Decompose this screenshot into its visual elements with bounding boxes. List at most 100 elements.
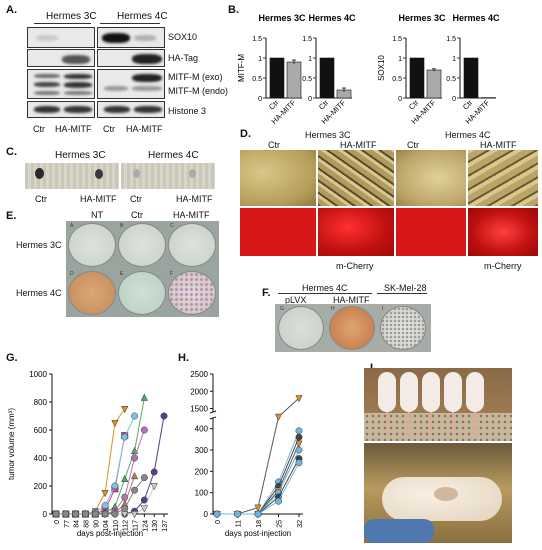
axis-break-mark xyxy=(209,416,217,420)
y-tick-label: 1500 xyxy=(190,405,208,414)
data-point xyxy=(121,504,129,512)
well-letter: F xyxy=(170,271,174,277)
panel-label-h: H. xyxy=(178,352,189,364)
chart-title: Hermes 3C xyxy=(258,13,306,23)
data-point xyxy=(295,440,303,448)
blot-strip-ha-right xyxy=(97,49,165,67)
data-point xyxy=(101,502,109,510)
lane-label: HA-MITF xyxy=(340,140,377,150)
well-plate-f: G H I xyxy=(275,304,431,352)
bar xyxy=(319,57,335,99)
data-point xyxy=(72,510,80,518)
well-letter: C xyxy=(170,223,174,229)
x-tick-label: 117 xyxy=(133,520,140,531)
micrograph-3c-ctr xyxy=(240,150,316,206)
blot-strip-mitf-left xyxy=(27,69,95,99)
panel-label-d: D. xyxy=(240,128,251,140)
data-point xyxy=(295,446,303,454)
x-axis-label: days post-injection xyxy=(225,529,291,538)
y-tick-label: 2500 xyxy=(190,370,208,379)
y-tick-label: 400 xyxy=(195,425,209,434)
col-label: NT xyxy=(91,210,103,220)
data-point xyxy=(131,486,138,494)
row-label-ha-tag: HA-Tag xyxy=(168,53,199,63)
fluor-4c-ha xyxy=(468,208,538,256)
fluor-4c-ctr xyxy=(396,208,466,256)
data-point xyxy=(295,395,303,403)
data-point xyxy=(91,510,99,518)
x-tick-label: 0 xyxy=(54,520,61,524)
bar xyxy=(463,57,479,99)
y-tick-label: 0 xyxy=(452,96,456,103)
data-point xyxy=(140,505,148,513)
micrograph-3c-ha xyxy=(318,150,394,206)
data-point xyxy=(234,510,241,518)
y-tick-label: 1.5 xyxy=(392,36,402,43)
chart-title: Hermes 4C xyxy=(452,13,500,23)
well xyxy=(118,223,166,267)
row-label-histone3: Histone 3 xyxy=(168,106,207,116)
mice-photo xyxy=(364,368,512,441)
bar xyxy=(409,57,425,99)
micrograph-4c-ha xyxy=(468,150,538,206)
x-axis-label: days post-injection xyxy=(77,529,143,538)
row-label: Hermes 3C xyxy=(16,240,62,250)
y-tick-label: 1 xyxy=(398,56,402,63)
well-plate: A B C D E F xyxy=(66,221,219,317)
x-tick-label: 88 xyxy=(83,520,90,528)
x-tick-label: 112 xyxy=(123,520,130,531)
data-point xyxy=(121,474,129,482)
data-point xyxy=(131,454,138,462)
fluor-3c-ha xyxy=(318,208,394,256)
lane-label: Ctr xyxy=(33,124,45,134)
data-point xyxy=(140,426,148,434)
data-point xyxy=(121,433,129,441)
data-point xyxy=(254,504,262,512)
blot-strip-h3-right xyxy=(97,101,165,118)
x-tick-label: 110 xyxy=(113,520,120,531)
bar xyxy=(426,69,442,99)
series-line xyxy=(217,443,300,515)
lane-label: HA-MITF xyxy=(80,194,117,204)
y-tick-label: 1 xyxy=(452,56,456,63)
group-title: Hermes 4C xyxy=(302,283,348,293)
chart-title: Hermes 3C xyxy=(398,13,446,23)
data-point xyxy=(131,412,138,420)
y-tick-label: 2000 xyxy=(190,387,208,396)
y-tick-label: 1.5 xyxy=(446,36,456,43)
group-title: Hermes 4C xyxy=(445,130,491,140)
blot-strip-sox10-left xyxy=(27,27,95,48)
x-tick-label: 90 xyxy=(93,520,100,528)
data-point xyxy=(101,510,109,518)
panel-label-e: E. xyxy=(6,210,17,222)
lane-label: Ctr xyxy=(103,124,115,134)
panel-label-b: B. xyxy=(228,4,239,16)
group-title: Hermes 3C xyxy=(305,130,351,140)
well-letter: D xyxy=(70,271,74,277)
bar xyxy=(286,61,302,99)
y-tick-label: 1.5 xyxy=(302,36,312,43)
fluor-label: m-Cherry xyxy=(336,261,374,271)
blot-strip-mitf-right xyxy=(97,69,165,99)
y-tick-label: 0 xyxy=(204,510,209,519)
group-underline xyxy=(377,293,427,294)
y-axis-label: SOX10 xyxy=(377,55,386,81)
y-tick-label: 0.5 xyxy=(252,76,262,83)
data-point xyxy=(295,459,303,467)
x-tick-label: 84 xyxy=(74,520,81,528)
lane-label: HA-MITF xyxy=(176,194,213,204)
mouse-closeup-photo xyxy=(364,443,512,543)
data-point xyxy=(130,511,139,519)
well-letter: B xyxy=(120,223,124,229)
x-tick-label: 137 xyxy=(162,520,169,532)
x-tick-label: 18 xyxy=(256,520,263,528)
row-label-mitf-exo: MITF-M (exo) xyxy=(168,72,223,82)
panel-b-charts: Hermes 3C00.511.5MITF-MCtrHA-MITFHermes … xyxy=(237,13,500,126)
blot-group-title: Hermes 3C xyxy=(46,11,97,22)
plate-photo-4c xyxy=(121,163,215,189)
axis-break-mark xyxy=(209,410,217,414)
lane-label: HA-MITF xyxy=(126,124,163,134)
y-tick-label: 1 xyxy=(308,56,312,63)
data-point xyxy=(52,510,60,518)
y-tick-label: 0 xyxy=(43,510,48,519)
